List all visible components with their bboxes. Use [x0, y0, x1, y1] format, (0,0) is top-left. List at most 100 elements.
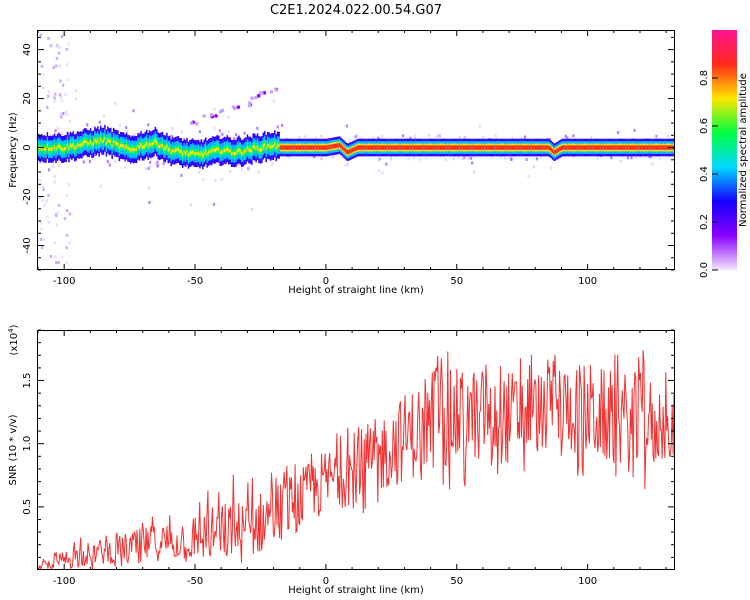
- spectrogram-core-cell: [99, 137, 102, 141]
- spectrogram-halo-cell: [98, 120, 101, 124]
- spectrogram-core-cell: [89, 139, 92, 144]
- colorbar-tick-label: 0.6: [699, 118, 710, 134]
- spectrogram-core-cell: [88, 142, 90, 146]
- spectrogram-halo-cell: [654, 135, 657, 139]
- spectrogram-core-cell: [66, 143, 69, 147]
- spectrogram-core-cell: [271, 144, 273, 149]
- spectrogram-core-cell: [108, 139, 111, 144]
- spectrogram-core-cell: [321, 145, 324, 150]
- spectrogram-core-cell: [566, 145, 568, 150]
- spectrogram-core-cell: [500, 145, 502, 150]
- spectrogram-core-cell: [137, 144, 139, 149]
- spectrogram-core-cell: [635, 145, 637, 150]
- spectrogram-halo-cell: [198, 170, 201, 174]
- spectrogram-core-cell: [374, 145, 377, 150]
- x-tick-label: -50: [187, 576, 203, 587]
- spectrogram-noise-cell: [41, 86, 45, 90]
- spectrogram-core-cell: [513, 145, 515, 150]
- spectrogram-core-cell: [350, 148, 352, 153]
- spectrogram-core-cell: [140, 142, 142, 147]
- spectrogram-halo-cell: [409, 136, 412, 140]
- spectrogram-halo-cell: [564, 134, 567, 138]
- spectrogram-core-cell: [587, 145, 590, 150]
- spectrogram-core-cell: [199, 153, 201, 157]
- spectrogram-core-cell: [577, 145, 580, 150]
- spectrogram-core-cell: [612, 145, 614, 150]
- spectrogram-core-cell: [462, 145, 465, 150]
- spectrogram-core-cell: [458, 145, 460, 150]
- spectrogram-core-cell: [325, 145, 328, 150]
- spectrogram-core-cell: [655, 145, 658, 150]
- spectrogram-core-cell: [536, 145, 538, 150]
- spectrogram-core-cell: [174, 148, 177, 153]
- spectrogram-core-cell: [246, 146, 249, 150]
- spectrogram-core-cell: [415, 145, 417, 150]
- spectrogram-x-ticks: -100 -50 0 50 100: [37, 30, 667, 287]
- spectrogram-core-cell: [393, 145, 396, 150]
- spectrogram-halo-cell: [380, 134, 384, 138]
- spectrogram-x-label: Height of straight line (km): [288, 285, 424, 296]
- spectrogram-core-cell: [138, 145, 141, 149]
- spectrogram-core-cell: [540, 145, 542, 150]
- spectrogram-core-cell: [202, 154, 204, 158]
- spectrogram-core-cell: [533, 145, 535, 150]
- y-tick-label: 1.0: [22, 436, 33, 452]
- spectrogram-halo-cell: [511, 136, 514, 140]
- spectrogram-branch-cell: [232, 106, 237, 111]
- spectrogram-core-cell: [189, 151, 191, 156]
- spectrogram-noise-cell: [40, 246, 44, 250]
- spectrogram-halo-cell: [180, 173, 183, 177]
- spectrogram-halo-cell: [377, 158, 380, 162]
- spectrogram-core-cell: [133, 148, 135, 152]
- spectrogram-noise-cell: [61, 83, 65, 87]
- spectrogram-core-cell: [213, 148, 216, 153]
- spectrogram-core-cell: [230, 151, 233, 156]
- spectrogram-core-cell: [92, 142, 95, 146]
- spectrogram-core-cell: [485, 145, 488, 150]
- spectrogram-core-cell: [56, 145, 59, 150]
- spectrogram-halo-cell: [345, 124, 349, 128]
- spectrogram-core-cell: [618, 145, 620, 150]
- spectrogram-noise-cell: [59, 112, 62, 116]
- spectrogram-core-cell: [443, 145, 446, 150]
- spectrogram-core-cell: [268, 144, 270, 148]
- spectrogram-halo-cell: [64, 110, 68, 114]
- spectrogram-halo-cell: [202, 177, 205, 181]
- spectrogram-core-cell: [317, 145, 319, 150]
- spectrogram-core-cell: [288, 145, 290, 150]
- spectrogram-core-cell: [610, 145, 613, 150]
- spectrogram-halo-cell: [303, 135, 307, 139]
- spectrogram-core-cell: [215, 148, 217, 152]
- spectrogram-core-cell: [595, 145, 597, 150]
- spectrogram-core-cell: [101, 139, 103, 144]
- spectrogram-core-cell: [430, 145, 433, 150]
- spectrogram-halo-cell: [471, 161, 474, 165]
- spectrogram-core-cell: [456, 145, 459, 150]
- spectrogram-core-cell: [144, 143, 147, 148]
- spectrogram-core-cell: [665, 145, 668, 150]
- spectrogram-core-cell: [449, 145, 452, 150]
- spectrogram-halo-cell: [156, 164, 159, 168]
- spectrogram-branch-cell: [194, 122, 199, 126]
- spectrogram-noise-cell: [53, 99, 57, 103]
- spectrogram-core-cell: [197, 151, 200, 155]
- spectrogram-halo-cell: [82, 160, 85, 164]
- spectrogram-halo-cell: [462, 155, 465, 159]
- x-tick-label: 100: [578, 276, 597, 287]
- spectrogram-core-cell: [343, 146, 345, 152]
- snr-x-label: Height of straight line (km): [288, 585, 424, 596]
- spectrogram-noise-cell: [53, 180, 56, 184]
- spectrogram-core-cell: [206, 152, 208, 156]
- y-tick-label: 0.5: [22, 499, 33, 515]
- spectrogram-core-cell: [468, 145, 470, 150]
- spectrogram-core-cell: [351, 147, 354, 153]
- spectrogram-core-cell: [605, 145, 607, 150]
- spectrogram-core-cell: [407, 145, 410, 150]
- spectrogram-halo-cell: [298, 135, 301, 139]
- spectrogram-core-cell: [576, 145, 578, 150]
- colorbar: 0.0 0.2 0.4 0.6 0.8 Normalized spectral ampl…: [699, 30, 749, 278]
- spectrogram-core-cell: [659, 145, 662, 150]
- spectrogram-core-cell: [338, 142, 341, 148]
- spectrogram-core-cell: [418, 145, 420, 150]
- spectrogram-noise-cell: [67, 183, 71, 187]
